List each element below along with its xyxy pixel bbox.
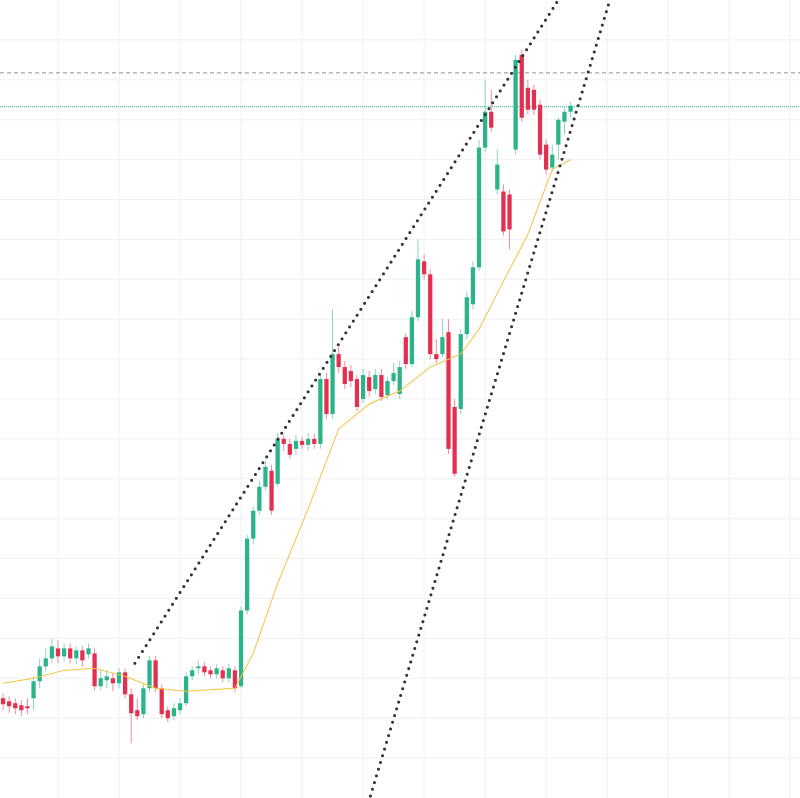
candle-body <box>513 59 518 150</box>
candle-body <box>269 470 274 511</box>
moving-average <box>2 159 571 692</box>
candle-body <box>80 650 85 661</box>
candle-body <box>409 317 415 365</box>
candle-body <box>391 373 396 382</box>
candle-body <box>440 337 445 355</box>
candle-body <box>214 668 219 675</box>
candle-body <box>245 538 250 611</box>
candle-body <box>171 708 177 717</box>
candle-body <box>263 466 268 487</box>
candle-body <box>434 354 439 360</box>
candle-body <box>293 440 299 449</box>
candle-body <box>98 678 103 687</box>
candle-body <box>330 354 335 414</box>
candle-body <box>7 701 12 707</box>
candle-body <box>37 666 42 682</box>
candle-body <box>257 486 262 511</box>
candle-body <box>116 672 122 684</box>
candle-body <box>385 381 390 396</box>
candle-body <box>354 379 360 407</box>
candle-body <box>190 670 195 677</box>
candle-body <box>208 670 213 675</box>
candle-body <box>556 119 561 145</box>
candle-body <box>525 87 530 110</box>
candle-body <box>55 648 61 657</box>
candle-body <box>360 375 366 399</box>
candle-body <box>519 54 524 118</box>
candle-body <box>43 658 48 667</box>
candle-body <box>25 706 30 709</box>
candle-body <box>232 670 238 689</box>
candle-body <box>495 164 500 190</box>
candle-body <box>31 681 36 699</box>
candle-body <box>531 89 537 110</box>
candle-body <box>312 438 317 444</box>
candle-body <box>110 678 116 684</box>
candle-body <box>306 438 311 445</box>
candle-body <box>342 367 347 385</box>
candle-body <box>220 670 225 679</box>
candle-body <box>238 610 244 687</box>
candle-body <box>464 297 469 335</box>
candle-body <box>403 337 408 365</box>
candle-body <box>507 194 512 230</box>
candle-body <box>476 147 482 268</box>
candle-body <box>122 672 128 695</box>
candle-body <box>129 694 134 714</box>
candle-body <box>446 332 451 449</box>
candle-body <box>397 367 402 395</box>
candle-body <box>336 354 341 368</box>
candle-body <box>147 660 152 689</box>
candle-body <box>104 676 109 681</box>
candle-body <box>159 688 164 715</box>
candle-body <box>74 650 79 659</box>
candle-body <box>348 371 354 382</box>
candle-body <box>196 666 201 669</box>
candle-body <box>299 440 305 445</box>
candle-body <box>281 438 286 444</box>
candle-body <box>379 375 384 398</box>
candle-body <box>428 274 433 355</box>
candle-body <box>367 377 372 392</box>
candle-body <box>226 668 231 679</box>
candle-body <box>275 438 280 484</box>
candle-body <box>177 703 183 711</box>
candle-body <box>153 660 158 689</box>
candle-body <box>415 259 421 318</box>
candle-body <box>537 104 543 155</box>
candle-body <box>49 646 55 659</box>
trend-line <box>133 0 560 665</box>
candle-body <box>324 379 329 414</box>
candle-body <box>501 191 506 232</box>
candle-body <box>470 267 476 305</box>
candle-body <box>92 653 97 687</box>
candle-body <box>19 705 24 711</box>
candle-body <box>489 111 494 128</box>
candle-body <box>458 334 463 409</box>
candle-body <box>544 144 549 170</box>
candle-body <box>0 698 6 705</box>
candle-body <box>61 648 67 657</box>
candle-body <box>165 710 170 719</box>
candle-body <box>68 648 73 659</box>
candle-body <box>141 688 146 715</box>
candle-body <box>562 111 567 122</box>
candle-body <box>135 710 140 717</box>
candle-body <box>202 666 207 673</box>
candle-body <box>86 648 91 655</box>
candle-body <box>568 105 573 112</box>
candle-body <box>318 379 323 444</box>
candle-body <box>183 676 189 704</box>
candle-body <box>550 154 555 168</box>
candle-body <box>251 510 256 539</box>
candle-body <box>421 261 427 275</box>
candle-body <box>287 443 292 455</box>
candle-body <box>452 406 457 474</box>
candle-body <box>482 111 488 148</box>
candle-body <box>373 375 378 390</box>
candle-body <box>13 703 18 709</box>
trend-line <box>368 3 610 798</box>
